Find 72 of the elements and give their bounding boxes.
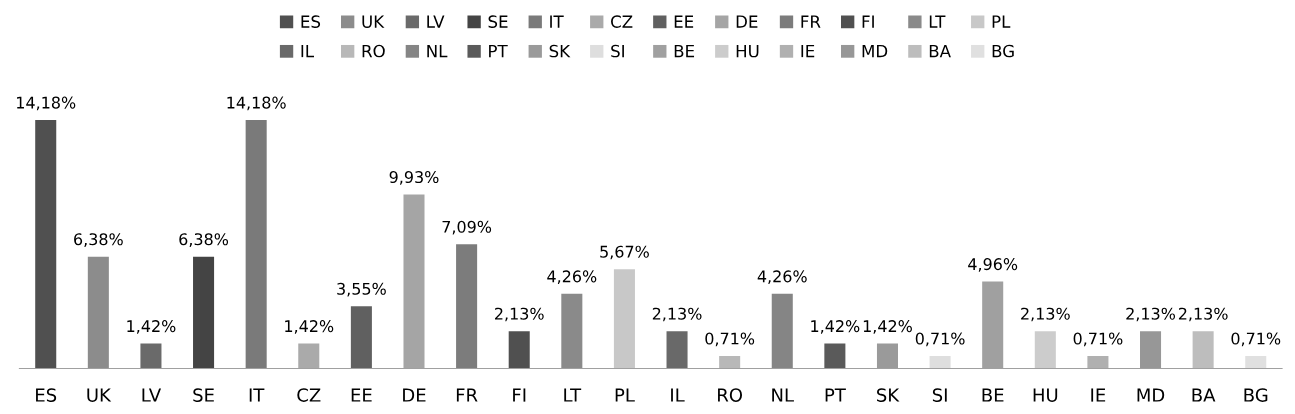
legend-label: FI [862, 15, 874, 28]
x-tick-label: UK [87, 388, 112, 402]
legend-label: NL [427, 44, 448, 58]
data-label: 9,93% [389, 171, 439, 185]
legend-label: BG [992, 44, 1014, 58]
x-tick-label: ES [36, 388, 57, 402]
x-tick-label: NL [772, 388, 794, 402]
x-tick-label: BA [1192, 388, 1216, 402]
legend-label: DE [736, 15, 758, 28]
x-tick-label: IL [671, 388, 685, 402]
data-label: 2,13% [1126, 307, 1176, 322]
data-label: 6,38% [179, 233, 229, 247]
x-tick-label: BE [982, 388, 1004, 402]
x-tick-label: PT [825, 388, 846, 402]
x-tick-label: FR [456, 388, 478, 402]
data-label: 2,13% [1178, 307, 1228, 322]
data-label: 1,42% [811, 320, 860, 334]
data-label: 0,71% [915, 332, 965, 347]
x-tick-label: SI [932, 388, 947, 402]
legend-label: IT [550, 15, 564, 28]
legend-label: IE [801, 44, 815, 58]
x-tick-label: IE [1091, 388, 1106, 402]
x-tick-label: FI [513, 388, 526, 402]
legend-label: SI [611, 44, 624, 58]
x-tick-label: HU [1033, 388, 1058, 402]
data-label: 3,55% [337, 282, 386, 297]
legend-label: FR [801, 15, 821, 28]
data-label: 1,42% [863, 320, 912, 334]
x-tick-label: PL [615, 388, 635, 402]
data-label: 6,38% [74, 233, 123, 247]
data-label: 4,26% [547, 270, 597, 285]
x-tick-label: BG [1244, 388, 1268, 402]
data-label: 1,42% [127, 320, 176, 334]
data-label: 0,71% [705, 332, 755, 347]
legend-label: PL [992, 15, 1011, 28]
x-tick-label: LT [564, 388, 582, 402]
x-tick-label: RO [718, 388, 743, 402]
x-tick-label: MD [1137, 388, 1165, 402]
legend-label: RO [362, 44, 385, 58]
data-label: 14,18% [227, 96, 286, 111]
legend-label: SK [549, 44, 571, 58]
data-label: 4,26% [757, 270, 807, 285]
legend-label: SE [488, 15, 508, 28]
data-label: 4,96% [968, 258, 1018, 272]
data-label: 1,42% [285, 320, 334, 334]
x-tick-label: EE [351, 388, 372, 402]
data-label: 7,09% [442, 220, 492, 235]
legend-label: ES [301, 15, 321, 28]
legend-label: BA [929, 44, 951, 58]
legend-label: HU [736, 44, 759, 58]
data-label: 0,71% [1073, 332, 1123, 347]
x-tick-label: SK [877, 388, 900, 402]
legend-label: UK [362, 15, 385, 28]
x-tick-label: CZ [297, 388, 321, 402]
x-tick-label: DE [403, 388, 426, 402]
data-label: 2,13% [1021, 307, 1070, 322]
legend-label: EE [674, 15, 694, 28]
legend-label: BE [674, 44, 695, 58]
data-label: 5,67% [600, 245, 649, 260]
legend-label: MD [862, 44, 888, 58]
data-label: 14,18% [17, 96, 76, 111]
data-label: 2,13% [495, 307, 544, 322]
legend-label: LT [929, 15, 946, 28]
data-label: 2,13% [652, 307, 702, 322]
legend-label: LV [427, 15, 445, 28]
x-tick-label: SE [193, 388, 214, 402]
legend-label: IL [301, 44, 314, 58]
x-tick-label: LV [142, 388, 162, 402]
data-label: 0,71% [1231, 332, 1281, 347]
legend-label: PT [489, 44, 508, 58]
legend-label: CZ [611, 15, 633, 28]
x-tick-label: IT [249, 388, 265, 402]
